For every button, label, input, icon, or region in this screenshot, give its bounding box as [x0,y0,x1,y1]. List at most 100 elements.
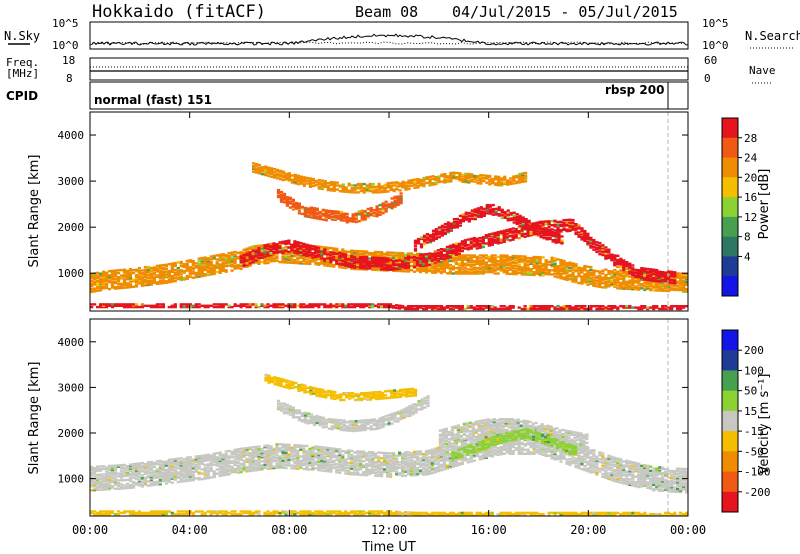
data-cell-band-5 [409,306,414,309]
data-cell-band-0 [481,254,485,257]
data-cell-band-0 [451,266,455,270]
data-cell-band-2 [288,196,292,200]
data-cell-band-3 [260,167,265,170]
data-cell-band-1 [586,232,590,236]
data-cell-band-0 [622,276,626,279]
data-cell-band-0 [287,255,291,259]
data-cell-band-0 [143,462,147,466]
data-cell-band-0 [580,281,584,284]
data-cell-band-0 [197,267,201,270]
data-cell-band-0 [263,259,267,262]
data-cell-band-1 [520,230,524,234]
data-cell-band-0 [616,278,620,282]
data-cell-band-0 [523,273,527,276]
data-cell-band-0 [209,273,213,276]
data-cell-band-0 [105,486,109,490]
data-cell-band-0 [260,244,264,247]
data-cell-band-0 [266,259,270,262]
data-cell-band-5 [685,305,688,308]
data-cell-band-5 [275,305,279,309]
data-cell-band-0 [640,283,644,286]
data-cell-band-4 [458,224,462,227]
data-cell-band-3 [266,171,271,175]
data-cell-band-1 [571,225,575,229]
data-cell-band-0 [586,273,590,277]
data-cell-band-0 [469,255,473,259]
data-cell-band-0 [140,474,144,477]
data-cell-band-0 [532,258,536,261]
data-cell-band-1 [406,255,411,258]
data-cell-band-0 [212,268,216,271]
data-cell-band-0 [146,469,150,472]
data-cell-band-0 [128,477,133,480]
data-cell-band-0 [110,468,115,472]
data-cell-band-1 [658,274,662,278]
data-cell-band-1 [347,265,351,268]
data-cell-band-1 [320,248,324,252]
data-cell-band-1 [661,272,665,275]
data-cell-band-5 [583,307,587,311]
data-cell-band-0 [595,275,599,278]
data-cell-band-1 [266,247,270,250]
data-cell-band-3 [494,176,498,180]
data-cell-band-3 [254,164,259,167]
data-cell-band-0 [583,269,587,272]
data-cell-band-3 [422,179,426,182]
data-cell-band-2 [348,217,352,220]
data-cell-band-0 [230,259,234,263]
data-cell-band-0 [586,269,590,272]
data-cell-band-0 [221,266,225,270]
cpid-panel: CPID normal (fast) 151 rbsp 200 [6,81,689,110]
data-cell-band-1 [655,270,659,273]
data-cell-band-0 [93,487,97,490]
data-cell-band-0 [131,484,136,488]
data-cell-band-0 [131,269,136,272]
data-cell-band-0 [90,474,94,477]
data-cell-band-5 [406,305,411,308]
data-cell-band-0 [185,474,189,477]
data-cell-band-0 [484,262,488,265]
data-cell-band-3 [296,176,300,179]
data-cell-band-0 [580,279,584,282]
data-cell-band-0 [194,276,198,279]
data-cell-band-0 [140,277,144,280]
data-cell-band-0 [565,264,569,268]
data-cell-band-1 [520,233,524,236]
data-cell-band-1 [457,248,461,251]
data-cell-band-5 [218,304,222,307]
data-cell-band-0 [472,255,476,259]
data-cell-band-1 [616,265,620,269]
data-cell-band-0 [577,273,581,276]
data-cell-band-5 [430,305,435,308]
data-cell-band-0 [161,280,165,283]
data-cell-band-0 [143,483,147,486]
data-cell-band-0 [102,476,106,479]
data-cell-band-0 [637,281,641,284]
power-colorbar-label: Power [dB] [757,169,772,240]
data-cell-band-0 [206,273,210,277]
colorbar-tick-label: 16 [744,191,757,204]
data-cell-band-1 [287,250,291,253]
data-cell-band-0 [93,281,97,285]
data-cell-band-0 [571,280,575,283]
data-cell-band-4 [539,235,543,239]
data-cell-band-0 [508,261,512,264]
data-cell-band-0 [371,267,375,270]
data-cell-band-1 [460,245,464,249]
data-cell-band-0 [565,277,569,280]
data-cell-band-0 [622,277,626,281]
data-cell-band-0 [490,254,494,257]
data-cell-band-3 [515,180,519,183]
data-cell-band-0 [409,269,414,272]
data-cell-band-0 [484,254,488,257]
data-cell-band-4 [503,215,507,218]
data-cell-band-0 [526,268,530,271]
data-cell-band-4 [440,231,444,234]
data-cell-band-0 [182,477,186,480]
data-cell-band-1 [374,262,378,265]
data-cell-band-5 [658,307,662,311]
data-cell-band-0 [224,262,228,265]
data-cell-band-0 [583,281,587,284]
data-cell-band-1 [598,241,602,245]
data-cell-band-1 [643,278,647,281]
